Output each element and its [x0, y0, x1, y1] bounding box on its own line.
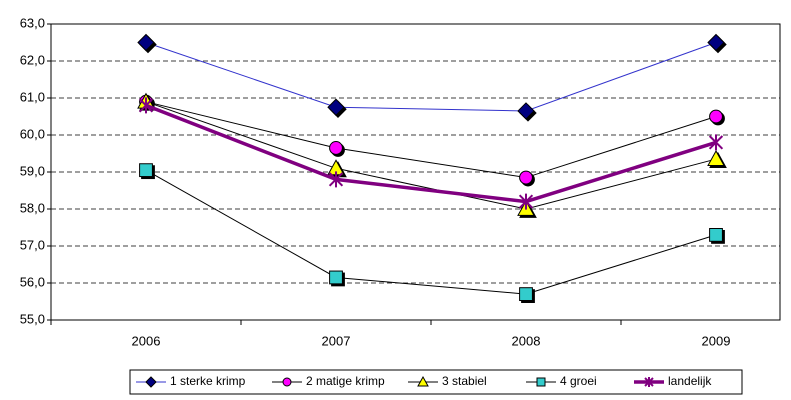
- y-tick-label: 58,0: [20, 200, 45, 215]
- data-point: [519, 287, 533, 302]
- legend-label: 1 sterke krimp: [170, 374, 246, 388]
- y-tick-label: 56,0: [20, 274, 45, 289]
- y-tick-label: 55,0: [20, 311, 45, 326]
- x-tick-label: 2009: [702, 333, 731, 348]
- data-point: [138, 97, 154, 114]
- series-line: [145, 101, 717, 210]
- data-point: [137, 33, 155, 52]
- legend-marker: [417, 375, 429, 387]
- data-point: [139, 163, 153, 178]
- y-tick-label: 61,0: [20, 89, 45, 104]
- data-point: [517, 102, 535, 120]
- legend-label: 4 groei: [560, 374, 597, 388]
- series-line: [145, 101, 717, 179]
- data-point: [708, 134, 724, 151]
- data-point: [518, 193, 534, 210]
- data-point: [707, 33, 725, 52]
- legend-marker: [145, 376, 157, 388]
- data-point: [519, 170, 533, 185]
- legend-label: landelijk: [668, 374, 712, 388]
- series-line: [145, 169, 717, 295]
- data-point: [707, 150, 725, 166]
- data-point: [709, 228, 723, 242]
- data-point: [329, 141, 343, 155]
- legend-marker: [644, 377, 654, 387]
- data-point: [709, 109, 723, 124]
- legend-label: 3 stabiel: [442, 374, 487, 388]
- y-tick-label: 63,0: [20, 15, 45, 30]
- data-point: [328, 171, 344, 188]
- plot-area: 55,0 56,0 57,0 58,0 59,0 60,0 61,0 62,0 63,0 2006…: [20, 15, 781, 348]
- plot-frame: [50, 23, 781, 321]
- series-line: [145, 103, 717, 204]
- x-tick-label: 2008: [512, 333, 541, 348]
- x-tick-label: 2006: [132, 333, 161, 348]
- data-point: [329, 270, 343, 285]
- y-tick-label: 60,0: [20, 126, 45, 141]
- legend-marker: [282, 377, 292, 387]
- legend-label: 2 matige krimp: [306, 374, 385, 388]
- y-tick-label: 59,0: [20, 163, 45, 178]
- data-point: [327, 98, 345, 116]
- series-line: [145, 42, 717, 112]
- legend: 1 sterke krimp 2 matige krimp 3 stabiel 4 g…: [136, 374, 712, 388]
- y-tick-label: 62,0: [20, 52, 45, 67]
- x-tick-label: 2007: [322, 333, 351, 348]
- y-tick-label: 57,0: [20, 237, 45, 252]
- legend-marker: [536, 377, 546, 387]
